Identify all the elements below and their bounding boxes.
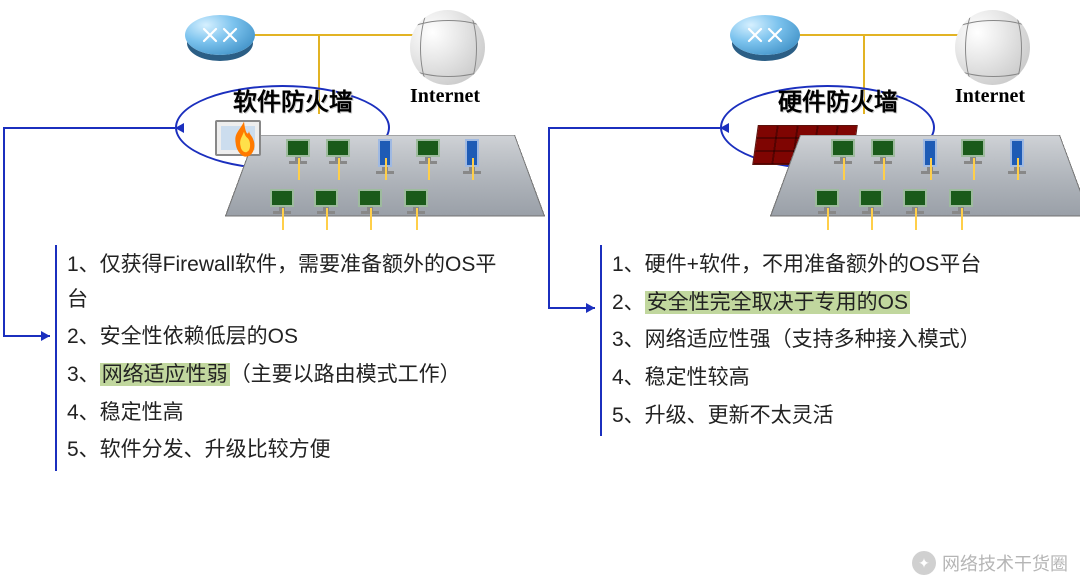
highlight-text: 安全性完全取决于专用的OS — [645, 291, 910, 314]
pc-icon — [323, 139, 353, 174]
router-globe-link — [253, 34, 413, 36]
pc-icon — [812, 189, 842, 224]
list-item: 2、安全性依赖低层的OS — [67, 320, 505, 355]
watermark-text: 网络技术干货圈 — [942, 550, 1068, 576]
software-firewall-icon — [215, 120, 270, 170]
pc-icon — [900, 189, 930, 224]
router-icon — [730, 15, 800, 55]
internet-label: Internet — [955, 85, 1025, 108]
server-icon — [915, 139, 945, 174]
hardware-title: 硬件防火墙 — [778, 82, 898, 117]
pc-icon — [401, 189, 431, 224]
server-icon — [457, 139, 487, 174]
server-icon — [1002, 139, 1032, 174]
list-item: 4、稳定性高 — [67, 396, 505, 431]
software-diagram: Internet 软件防火墙 — [15, 10, 515, 240]
pc-icon — [828, 139, 858, 174]
list-item: 5、软件分发、升级比较方便 — [67, 433, 505, 468]
pc-icon — [267, 189, 297, 224]
globe-icon — [955, 10, 1030, 85]
list-item: 3、网络适应性强（支持多种接入模式） — [612, 323, 1050, 358]
pc-icon — [283, 139, 313, 174]
network-floor — [255, 135, 515, 250]
list-item: 1、仅获得Firewall软件，需要准备额外的OS平台 — [67, 248, 505, 317]
software-firewall-panel: Internet 软件防火墙 1、仅获得Firewall软件，需要准备额外的OS… — [15, 10, 515, 240]
list-item: 2、安全性完全取决于专用的OS — [612, 286, 1050, 321]
list-item: 5、升级、更新不太灵活 — [612, 399, 1050, 434]
pc-icon — [868, 139, 898, 174]
globe-icon — [410, 10, 485, 85]
pc-icon — [958, 139, 988, 174]
pc-icon — [311, 189, 341, 224]
network-floor — [800, 135, 1060, 250]
internet-label: Internet — [410, 85, 480, 108]
pc-icon — [413, 139, 443, 174]
list-item: 3、网络适应性弱（主要以路由模式工作） — [67, 358, 505, 393]
router-globe-link — [798, 34, 958, 36]
router-icon — [185, 15, 255, 55]
watermark: ✦ 网络技术干货圈 — [912, 550, 1068, 576]
software-feature-list: 1、仅获得Firewall软件，需要准备额外的OS平台2、安全性依赖低层的OS3… — [55, 245, 505, 471]
hardware-feature-list: 1、硬件+软件，不用准备额外的OS平台2、安全性完全取决于专用的OS3、网络适应… — [600, 245, 1050, 436]
server-icon — [370, 139, 400, 174]
pc-icon — [355, 189, 385, 224]
software-title: 软件防火墙 — [233, 82, 353, 117]
hardware-firewall-panel: Internet 硬件防火墙 1、硬件+软件，不用准备额外的OS平台2、安全性完… — [560, 10, 1060, 240]
pc-icon — [856, 189, 886, 224]
hardware-diagram: Internet 硬件防火墙 — [560, 10, 1060, 240]
wechat-icon: ✦ — [912, 551, 936, 575]
pc-icon — [946, 189, 976, 224]
list-item: 4、稳定性较高 — [612, 361, 1050, 396]
highlight-text: 网络适应性弱 — [100, 363, 230, 386]
list-item: 1、硬件+软件，不用准备额外的OS平台 — [612, 248, 1050, 283]
